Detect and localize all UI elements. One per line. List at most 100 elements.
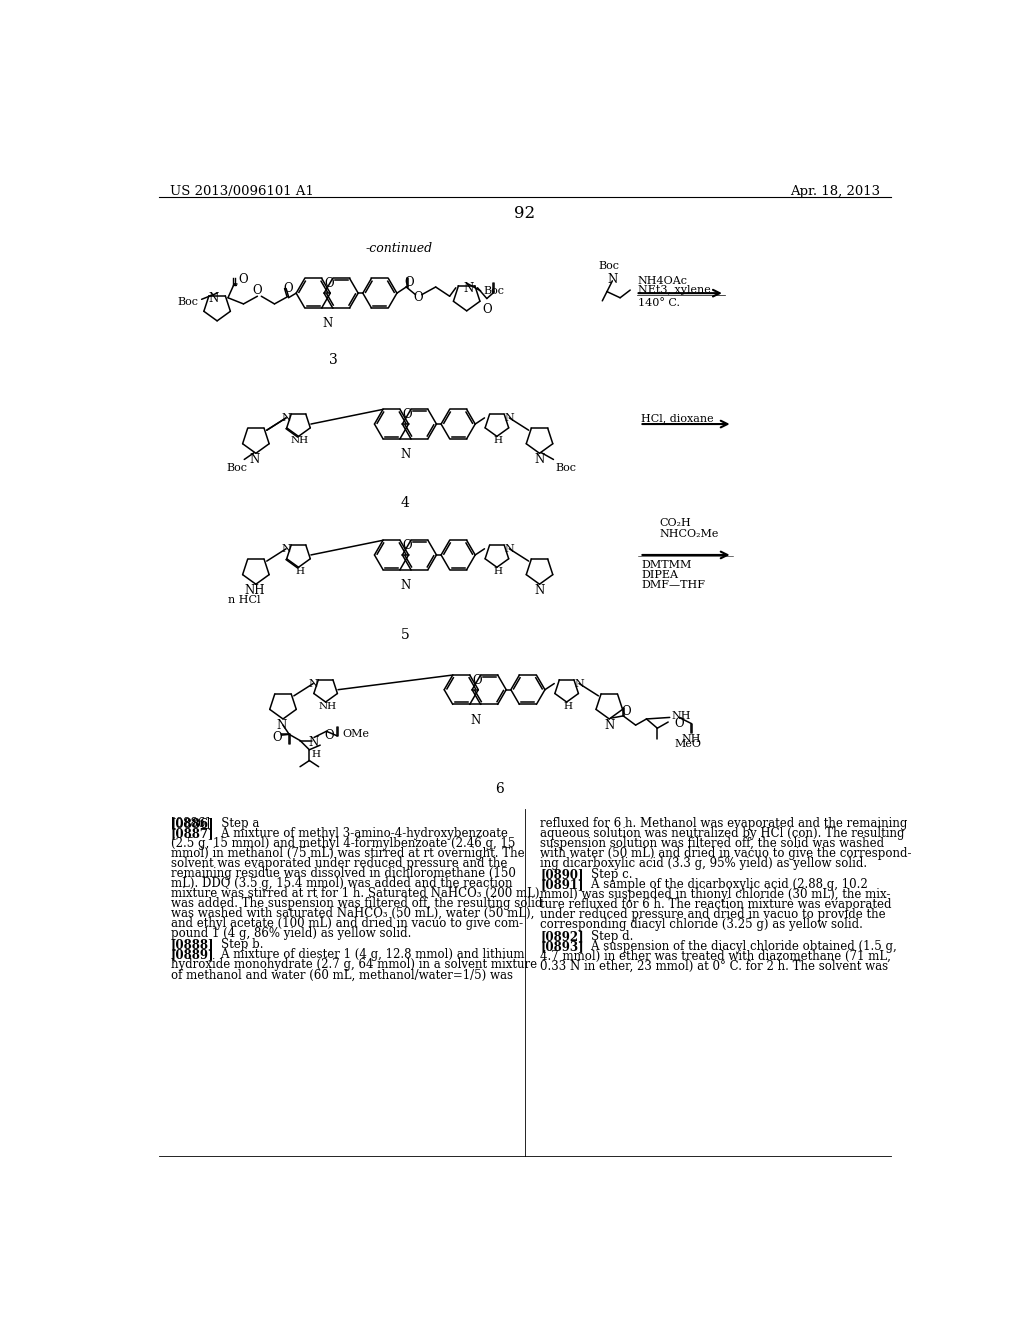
Text: under reduced pressure and dried in vacuo to provide the: under reduced pressure and dried in vacu… — [541, 908, 886, 921]
Text: H: H — [494, 437, 503, 445]
Text: mmol) was suspended in thionyl chloride (30 mL), the mix-: mmol) was suspended in thionyl chloride … — [541, 888, 891, 902]
Text: NH: NH — [682, 734, 701, 744]
Text: N: N — [400, 579, 411, 591]
Text: 92: 92 — [514, 205, 536, 222]
Text: Step c.: Step c. — [575, 869, 633, 882]
Text: -continued: -continued — [366, 242, 433, 255]
Text: O: O — [404, 276, 414, 289]
Text: O: O — [272, 731, 282, 744]
Text: A suspension of the diacyl chloride obtained (1.5 g,: A suspension of the diacyl chloride obta… — [575, 940, 897, 953]
Text: [0886]   Step a: [0886] Step a — [171, 817, 259, 830]
Text: N: N — [505, 544, 514, 554]
Text: N: N — [309, 735, 319, 748]
Text: H: H — [563, 702, 572, 711]
Text: 4.7 mmol) in ether was treated with diazomethane (71 mL,: 4.7 mmol) in ether was treated with diaz… — [541, 950, 891, 964]
Text: and ethyl acetate (100 mL) and dried in vacuo to give com-: and ethyl acetate (100 mL) and dried in … — [171, 917, 522, 929]
Text: NHCO₂Me: NHCO₂Me — [659, 529, 719, 539]
Text: O: O — [253, 284, 262, 297]
Text: of methanol and water (60 mL, methanol/water=1/5) was: of methanol and water (60 mL, methanol/w… — [171, 969, 513, 982]
Text: A mixture of methyl 3-amino-4-hydroxybenzoate: A mixture of methyl 3-amino-4-hydroxyben… — [206, 826, 508, 840]
Text: N: N — [607, 273, 617, 286]
Text: hydroxide monohydrate (2.7 g, 64 mmol) in a solvent mixture: hydroxide monohydrate (2.7 g, 64 mmol) i… — [171, 958, 537, 972]
Text: O: O — [402, 408, 412, 421]
Text: H: H — [296, 568, 304, 577]
Text: NH4OAc: NH4OAc — [638, 276, 688, 286]
Text: N: N — [282, 544, 291, 554]
Text: DMF—THF: DMF—THF — [641, 579, 706, 590]
Text: mmol) in methanol (75 mL) was stirred at rt overnight. The: mmol) in methanol (75 mL) was stirred at… — [171, 847, 524, 859]
Text: Step d.: Step d. — [575, 929, 633, 942]
Text: O: O — [284, 282, 293, 296]
Text: NH: NH — [244, 585, 264, 597]
Text: [0891]: [0891] — [541, 878, 584, 891]
Text: refluxed for 6 h. Methanol was evaporated and the remaining: refluxed for 6 h. Methanol was evaporate… — [541, 817, 907, 830]
Text: OMe: OMe — [342, 730, 369, 739]
Text: 6: 6 — [496, 781, 505, 796]
Text: pound 1 (4 g, 86% yield) as yellow solid.: pound 1 (4 g, 86% yield) as yellow solid… — [171, 927, 411, 940]
Text: (2.5 g, 15 mmol) and methyl 4-formylbenzoate (2.46 g, 15: (2.5 g, 15 mmol) and methyl 4-formylbenz… — [171, 837, 515, 850]
Text: ing dicarboxylic acid (3.3 g, 95% yield) as yellow solid.: ing dicarboxylic acid (3.3 g, 95% yield)… — [541, 857, 867, 870]
Text: [0888]: [0888] — [171, 939, 214, 952]
Text: A sample of the dicarboxylic acid (2.88 g, 10.2: A sample of the dicarboxylic acid (2.88 … — [575, 878, 867, 891]
Text: [0892]: [0892] — [541, 929, 584, 942]
Text: [0889]: [0889] — [171, 948, 214, 961]
Text: 140° C.: 140° C. — [638, 298, 680, 308]
Text: N: N — [463, 281, 473, 294]
Text: H: H — [494, 568, 503, 577]
Text: O: O — [324, 277, 334, 290]
Text: Boc: Boc — [483, 286, 505, 296]
Text: N: N — [323, 317, 333, 330]
Text: O: O — [414, 290, 424, 304]
Text: HCl, dioxane: HCl, dioxane — [641, 413, 714, 424]
Text: was washed with saturated NaHCO₃ (50 mL), water (50 mL),: was washed with saturated NaHCO₃ (50 mL)… — [171, 907, 534, 920]
Text: NH: NH — [318, 702, 336, 711]
Text: with water (50 mL) and dried in vacuo to give the correspond-: with water (50 mL) and dried in vacuo to… — [541, 847, 911, 859]
Text: NH: NH — [672, 711, 691, 721]
Text: 0.33 N in ether, 23 mmol) at 0° C. for 2 h. The solvent was: 0.33 N in ether, 23 mmol) at 0° C. for 2… — [541, 960, 889, 973]
Text: n HCl: n HCl — [228, 595, 260, 605]
Text: [0887]: [0887] — [171, 826, 214, 840]
Text: 4: 4 — [401, 496, 410, 510]
Text: N: N — [505, 413, 514, 422]
Text: N: N — [282, 413, 291, 422]
Text: O: O — [402, 539, 412, 552]
Text: [0886]: [0886] — [171, 817, 214, 830]
Text: was added. The suspension was filtered off, the resulting solid: was added. The suspension was filtered o… — [171, 896, 542, 909]
Text: N: N — [209, 292, 219, 305]
Text: aqueous solution was neutralized by HCl (con). The resulting: aqueous solution was neutralized by HCl … — [541, 826, 905, 840]
Text: remaining residue was dissolved in dichloromethane (150: remaining residue was dissolved in dichl… — [171, 867, 515, 880]
Text: N: N — [276, 719, 287, 733]
Text: corresponding diacyl chloride (3.25 g) as yellow solid.: corresponding diacyl chloride (3.25 g) a… — [541, 919, 863, 932]
Text: Boc: Boc — [177, 297, 199, 308]
Text: Step b.: Step b. — [206, 939, 264, 952]
Text: O: O — [674, 717, 684, 730]
Text: DMTMM: DMTMM — [641, 560, 691, 569]
Text: Apr. 18, 2013: Apr. 18, 2013 — [790, 185, 880, 198]
Text: N: N — [470, 714, 480, 726]
Text: A mixture of diester 1 (4 g, 12.8 mmol) and lithium: A mixture of diester 1 (4 g, 12.8 mmol) … — [206, 948, 524, 961]
Text: O: O — [325, 730, 334, 742]
Text: N: N — [535, 585, 545, 597]
Text: NEt3, xylene: NEt3, xylene — [638, 285, 711, 296]
Text: N: N — [604, 719, 614, 733]
Text: [0893]: [0893] — [541, 940, 584, 953]
Text: DIPEA: DIPEA — [641, 570, 678, 579]
Text: 5: 5 — [401, 628, 410, 642]
Text: US 2013/0096101 A1: US 2013/0096101 A1 — [170, 185, 313, 198]
Text: O: O — [238, 273, 248, 286]
Text: N: N — [535, 453, 545, 466]
Text: MeO: MeO — [675, 739, 701, 748]
Text: H: H — [312, 750, 321, 759]
Text: O: O — [472, 675, 481, 686]
Text: [0890]: [0890] — [541, 869, 584, 882]
Text: O: O — [622, 705, 631, 718]
Text: Boc: Boc — [555, 462, 577, 473]
Text: solvent was evaporated under reduced pressure and the: solvent was evaporated under reduced pre… — [171, 857, 507, 870]
Text: N: N — [574, 678, 584, 689]
Text: ture refluxed for 6 h. The reaction mixture was evaporated: ture refluxed for 6 h. The reaction mixt… — [541, 899, 892, 911]
Text: Boc: Boc — [598, 261, 618, 271]
Text: N: N — [308, 678, 318, 689]
Text: Boc: Boc — [226, 462, 248, 473]
Text: NH: NH — [291, 437, 309, 445]
Text: mL). DDQ (3.5 g, 15.4 mmol) was added and the reaction: mL). DDQ (3.5 g, 15.4 mmol) was added an… — [171, 876, 512, 890]
